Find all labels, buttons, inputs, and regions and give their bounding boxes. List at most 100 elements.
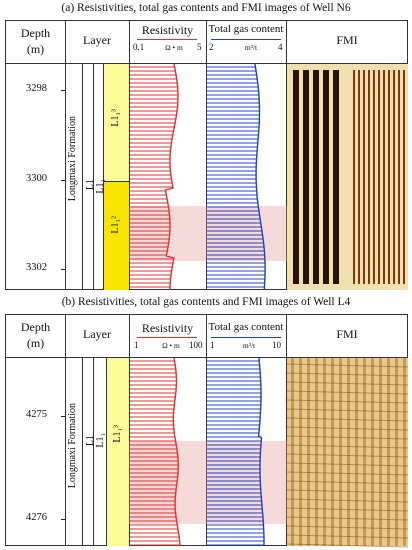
fmi-header: FMI — [336, 327, 358, 341]
fmi-bedding-line — [286, 507, 409, 512]
layer-boundary — [104, 181, 129, 182]
layer-divider — [103, 63, 104, 289]
layer-divider — [93, 357, 94, 545]
depth-header: Depth — [20, 320, 51, 334]
fmi-image — [286, 358, 409, 548]
fmi-stripe — [403, 358, 406, 546]
fmi-stripe — [373, 70, 375, 284]
depth-label: 3300 — [26, 173, 47, 184]
gas-scale-max: 10 — [272, 340, 281, 350]
column-divider — [65, 315, 66, 545]
gas-track — [207, 63, 266, 291]
depth-label: 3298 — [26, 83, 47, 94]
fmi-bedding-line — [286, 516, 409, 521]
fmi-stripe — [303, 70, 309, 284]
fmi-stripe — [379, 358, 382, 546]
fmi-bedding-line — [286, 480, 409, 485]
fmi-bedding-line — [286, 372, 409, 377]
fmi-stripe — [353, 70, 355, 284]
layer-upper-fill — [107, 358, 129, 546]
fmi-stripe — [378, 70, 380, 284]
column-divider — [286, 21, 287, 289]
fmi-stripe — [299, 358, 302, 546]
resistivity-scale-min: 0.1 — [133, 42, 145, 52]
depth-tick — [61, 269, 65, 270]
fmi-stripe — [355, 358, 358, 546]
resistivity-header: Resistivity — [141, 321, 194, 335]
column-divider — [65, 21, 66, 289]
resistivity-scale-max: 100 — [189, 340, 203, 350]
gas-header: Total gas content — [208, 321, 284, 333]
resistivity-scale-min: 1 — [134, 340, 139, 350]
fmi-stripe — [403, 70, 405, 284]
panel-a-caption: (a) Resistivities, total gas contents an… — [61, 2, 351, 14]
layer-l1-1-label: L1₁ — [95, 433, 106, 448]
fmi-stripe — [291, 358, 294, 546]
fmi-stripe — [395, 358, 398, 546]
fmi-stripe — [331, 358, 334, 546]
fmi-bedding-line — [286, 489, 409, 494]
fmi-header: FMI — [336, 33, 358, 47]
gas-unit: m³/t — [244, 43, 258, 52]
layer-header: Layer — [83, 33, 111, 47]
fmi-bedding-line — [286, 498, 409, 503]
fmi-bedding-line — [286, 417, 409, 422]
log-curve — [257, 357, 265, 546]
fmi-stripe — [387, 358, 390, 546]
depth-label: 4275 — [26, 409, 47, 420]
log-curve — [254, 63, 266, 291]
fmi-bedding-line — [286, 408, 409, 413]
formation-label: Longmaxi Formation — [67, 403, 78, 489]
layer-divider — [106, 357, 107, 545]
gas-unit: m³/t — [242, 341, 256, 350]
layer-upper-fill — [104, 64, 129, 182]
fmi-stripe — [315, 358, 318, 546]
fmi-stripe — [333, 70, 339, 284]
gas-legend-line — [211, 39, 281, 40]
gas-scale-min: 1 — [210, 340, 215, 350]
fmi-bedding-line — [286, 390, 409, 395]
resistivity-track — [130, 357, 181, 547]
fmi-bedding-line — [286, 381, 409, 386]
panel-b-log: Depth (m) Layer Resistivity 1 Ω • m 100 … — [5, 314, 409, 548]
column-divider — [206, 315, 207, 545]
log-curve — [172, 357, 181, 547]
fmi-stripe — [358, 70, 360, 284]
layer-divider — [93, 63, 94, 289]
depth-header: Depth — [20, 26, 51, 40]
depth-label: 3302 — [26, 262, 47, 273]
fmi-image — [287, 64, 408, 290]
panel-b-caption: (b) Resistivities, total gas contents an… — [61, 296, 351, 308]
layer-header: Layer — [83, 327, 111, 341]
gas-header: Total gas content — [208, 23, 284, 35]
fmi-bedding-line — [286, 471, 409, 476]
resistivity-unit: Ω • m — [162, 341, 180, 350]
log-curve — [164, 63, 179, 290]
fmi-stripe — [368, 70, 370, 284]
fmi-bedding-line — [286, 534, 409, 539]
fmi-stripe — [307, 358, 310, 546]
layer-divider — [82, 357, 83, 545]
resistivity-legend-line — [137, 39, 197, 40]
gas-legend-line — [211, 337, 281, 338]
depth-tick — [61, 180, 65, 181]
resistivity-unit: Ω • m — [165, 43, 183, 52]
resistivity-track — [130, 63, 179, 290]
column-divider — [129, 21, 130, 289]
fmi-stripe — [363, 358, 366, 546]
fmi-stripe — [363, 70, 365, 284]
depth-label: 4276 — [26, 512, 47, 523]
depth-unit: (m) — [26, 336, 45, 350]
fmi-stripe — [339, 358, 342, 546]
layer-lower-fill — [104, 182, 129, 290]
fmi-bedding-line — [286, 543, 409, 548]
fmi-stripe — [388, 70, 390, 284]
layer-l1-1-label: L1₁ — [95, 179, 106, 194]
fmi-stripe — [313, 70, 319, 284]
fmi-stripe — [393, 70, 395, 284]
depth-unit: (m) — [26, 42, 45, 56]
layer-sub-upper-label: L1₁³ — [112, 425, 123, 443]
panel-a-log: Depth (m) Layer Resistivity 0.1 Ω • m 5 … — [5, 20, 408, 291]
depth-tick — [61, 90, 65, 91]
column-divider — [286, 315, 287, 545]
